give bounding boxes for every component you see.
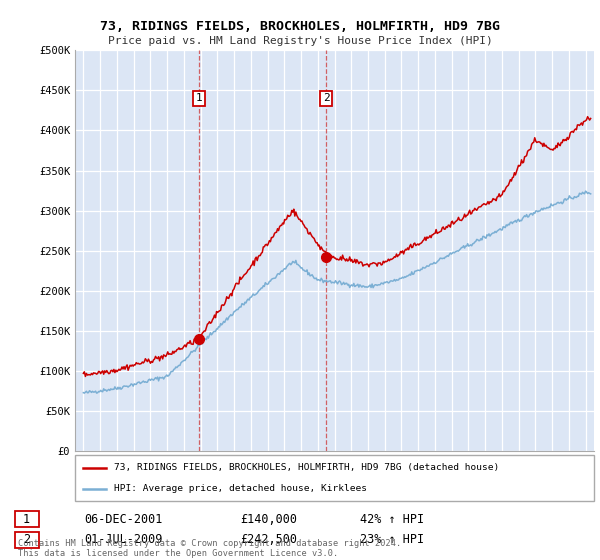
Text: 01-JUL-2009: 01-JUL-2009: [84, 533, 163, 547]
Text: HPI: Average price, detached house, Kirklees: HPI: Average price, detached house, Kirk…: [114, 484, 367, 493]
Text: 73, RIDINGS FIELDS, BROCKHOLES, HOLMFIRTH, HD9 7BG (detached house): 73, RIDINGS FIELDS, BROCKHOLES, HOLMFIRT…: [114, 463, 499, 472]
Text: 2: 2: [323, 94, 329, 104]
Text: 1: 1: [23, 512, 30, 526]
FancyBboxPatch shape: [75, 455, 594, 501]
Text: Contains HM Land Registry data © Crown copyright and database right 2024.
This d: Contains HM Land Registry data © Crown c…: [18, 539, 401, 558]
Text: 06-DEC-2001: 06-DEC-2001: [84, 512, 163, 526]
Text: 23% ↑ HPI: 23% ↑ HPI: [360, 533, 424, 547]
Text: £242,500: £242,500: [240, 533, 297, 547]
Text: Price paid vs. HM Land Registry's House Price Index (HPI): Price paid vs. HM Land Registry's House …: [107, 36, 493, 46]
Text: 2: 2: [23, 533, 30, 547]
FancyBboxPatch shape: [14, 532, 39, 548]
Text: 42% ↑ HPI: 42% ↑ HPI: [360, 512, 424, 526]
FancyBboxPatch shape: [14, 511, 39, 527]
Text: 1: 1: [196, 94, 203, 104]
Text: £140,000: £140,000: [240, 512, 297, 526]
Text: 73, RIDINGS FIELDS, BROCKHOLES, HOLMFIRTH, HD9 7BG: 73, RIDINGS FIELDS, BROCKHOLES, HOLMFIRT…: [100, 20, 500, 32]
